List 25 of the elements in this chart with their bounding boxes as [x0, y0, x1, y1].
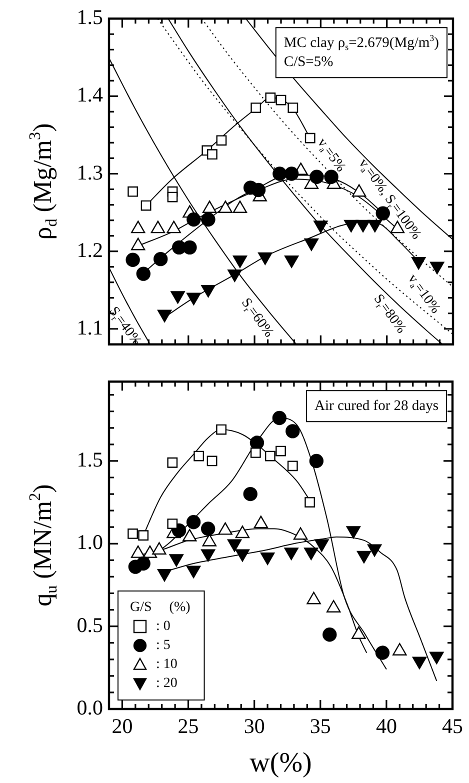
legend-label: : 0	[156, 619, 170, 634]
legend-label: : 10	[156, 657, 178, 672]
x-tick-label: 30	[244, 714, 265, 738]
y-tick-label: 1.3	[76, 160, 103, 184]
y-axis-title: ρd (Mg/m3)	[26, 123, 61, 240]
y-axis-title: qu (MN/m2)	[26, 484, 61, 606]
y-tick-label: 0.5	[76, 612, 103, 637]
y-tick-label: 1.4	[76, 82, 104, 107]
annotation: Air cured for 28 days	[314, 398, 439, 414]
y-tick-label: 0.0	[76, 696, 103, 720]
x-tick-label: 35	[310, 714, 331, 738]
legend-title: G/S (%)	[130, 600, 191, 616]
x-tick-label: 45	[442, 714, 463, 738]
legend-label: : 20	[156, 676, 178, 692]
x-tick-label: 20	[112, 714, 133, 738]
annotation: C/S=5%	[284, 54, 334, 70]
y-tick-label: 1.5	[76, 447, 103, 472]
x-axis-title: w(%)	[250, 747, 312, 778]
x-tick-label: 40	[376, 714, 397, 738]
y-tick-label: 1.1	[76, 315, 103, 340]
y-tick-label: 1.2	[76, 238, 103, 262]
legend-label: : 5	[156, 638, 170, 654]
x-tick-label: 25	[178, 714, 199, 738]
y-tick-label: 1.5	[76, 5, 103, 30]
y-tick-label: 1.0	[76, 530, 103, 554]
